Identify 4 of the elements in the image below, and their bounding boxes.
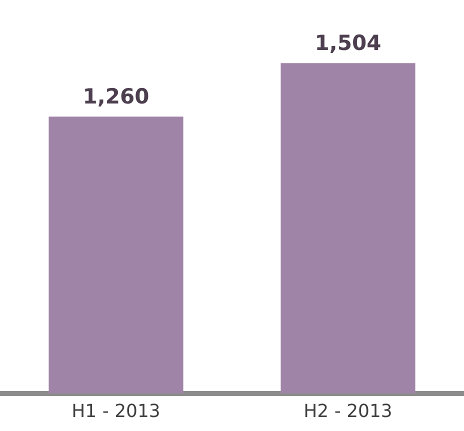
x-tick-label: H2 - 2013 <box>304 400 392 422</box>
data-label: 1,504 <box>314 31 382 56</box>
x-tick-label: H1 - 2013 <box>72 400 160 422</box>
data-label: 1,260 <box>82 84 150 109</box>
